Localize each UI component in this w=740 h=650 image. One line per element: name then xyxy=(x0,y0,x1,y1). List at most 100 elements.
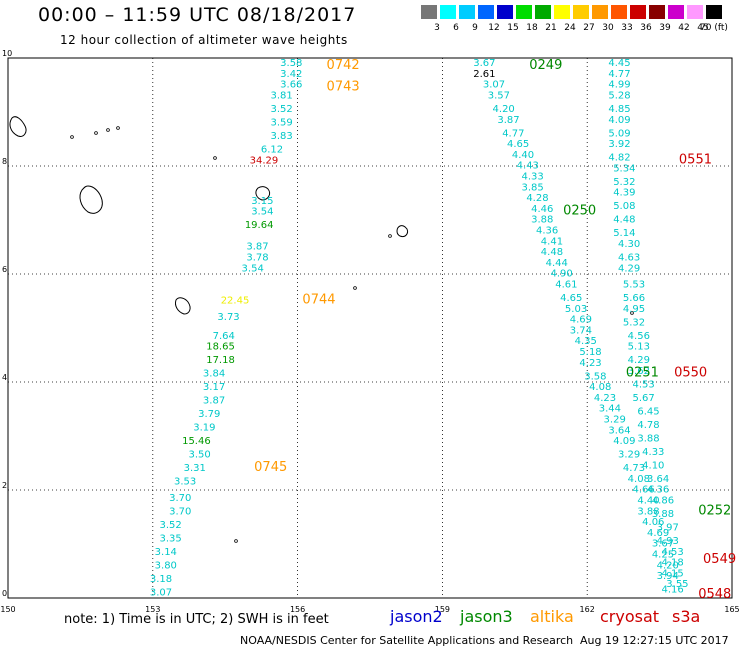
island-outline xyxy=(175,297,191,315)
colorbar-label: 9 xyxy=(472,23,478,33)
wave-height-value: 4.95 xyxy=(623,304,645,315)
wave-height-value: 34.29 xyxy=(250,155,279,166)
wave-height-value: 3.07 xyxy=(483,80,505,91)
wave-height-value: 5.32 xyxy=(623,317,645,328)
colorbar-label: 27 xyxy=(583,23,595,33)
colorbar-swatch xyxy=(516,5,532,19)
islet-dot xyxy=(388,234,392,238)
wave-height-value: 4.48 xyxy=(541,247,563,258)
colorbar-swatch xyxy=(668,5,684,19)
wave-height-value: 3.52 xyxy=(159,520,181,531)
wave-height-value: 3.88 xyxy=(652,509,674,520)
credit-text: NOAA/NESDIS Center for Satellite Applica… xyxy=(240,634,574,647)
wave-height-value: 18.65 xyxy=(206,342,235,353)
wave-height-value: 3.83 xyxy=(271,131,293,142)
wave-height-value: 3.87 xyxy=(497,115,519,126)
colorbar-label: 30 xyxy=(602,23,614,33)
wave-height-value: 3.50 xyxy=(188,450,210,461)
colorbar-swatch xyxy=(421,5,437,19)
wave-height-value: 4.35 xyxy=(575,336,597,347)
colorbar-swatch xyxy=(497,5,513,19)
wave-height-value: 4.69 xyxy=(647,528,669,539)
colorbar-label: 12 xyxy=(488,23,500,33)
wave-height-value: 4.77 xyxy=(608,69,630,80)
wave-height-value: 6.45 xyxy=(637,406,659,417)
island-outline xyxy=(9,116,27,137)
wave-height-value: 4.20 xyxy=(657,560,679,571)
pass-label: 0742 xyxy=(327,58,360,73)
islet-dot xyxy=(106,128,110,132)
wave-height-value: 4.09 xyxy=(613,436,635,447)
wave-height-value: 3.85 xyxy=(521,182,543,193)
colorbar-label: 45 xyxy=(697,23,709,33)
wave-height-value: 3.92 xyxy=(608,139,630,150)
colorbar-label: 18 xyxy=(526,23,538,33)
wave-height-value: 4.61 xyxy=(555,280,577,291)
wave-height-value: 5.14 xyxy=(613,228,635,239)
wave-height-value: 5.32 xyxy=(613,177,635,188)
wave-height-value: 3.80 xyxy=(155,560,177,571)
wave-height-value: 4.73 xyxy=(623,463,645,474)
wave-height-value: 5.13 xyxy=(628,342,650,353)
footer-note: note: 1) Time is in UTC; 2) SWH is in fe… xyxy=(64,612,329,627)
wave-height-value: 4.40 xyxy=(512,150,534,161)
colorbar-swatch xyxy=(440,5,456,19)
wave-height-value: 3.54 xyxy=(242,263,264,274)
pass-label: 0745 xyxy=(254,460,287,475)
wave-height-value: 4.28 xyxy=(526,193,548,204)
wave-height-value: 4.20 xyxy=(493,104,515,115)
pass-label: 0550 xyxy=(674,366,707,381)
wave-height-value: 4.40 xyxy=(637,496,659,507)
islet-dot xyxy=(353,286,357,290)
wave-height-value: 4.53 xyxy=(633,379,655,390)
colorbar-swatch xyxy=(573,5,589,19)
wave-height-value: 4.06 xyxy=(642,517,664,528)
islet-dot xyxy=(70,135,74,139)
wave-height-value: 3.79 xyxy=(198,409,220,420)
satellite-label-jason3: jason3 xyxy=(460,607,513,626)
wave-height-value: 4.44 xyxy=(546,258,568,269)
colorbar-label: 36 xyxy=(640,23,652,33)
wave-height-value: 4.85 xyxy=(608,104,630,115)
colorbar-label: 39 xyxy=(659,23,671,33)
colorbar-label: 6 xyxy=(453,23,459,33)
colorbar-label: 42 xyxy=(678,23,690,33)
map-subtitle: 12 hour collection of altimeter wave hei… xyxy=(60,33,348,47)
wave-height-value: 5.03 xyxy=(565,304,587,315)
wave-height-value: 4.33 xyxy=(642,447,664,458)
wave-height-value: 19.64 xyxy=(245,220,274,231)
wave-height-value: 5.66 xyxy=(623,293,645,304)
wave-height-value: 5.09 xyxy=(608,128,630,139)
wave-height-value: 3.53 xyxy=(174,477,196,488)
colorbar-swatch xyxy=(649,5,665,19)
wave-height-value: 3.64 xyxy=(647,474,669,485)
wave-height-value: 3.70 xyxy=(169,506,191,517)
x-tick-label: 162 xyxy=(580,605,595,614)
wave-height-value: 3.67 xyxy=(652,539,674,550)
wave-height-value: 5.18 xyxy=(579,347,601,358)
wave-height-value: 3.58 xyxy=(280,58,302,69)
wave-height-value: 4.18 xyxy=(661,558,683,569)
satellite-label-s3a: s3a xyxy=(672,607,701,626)
wave-height-value: 4.29 xyxy=(618,263,640,274)
pass-label: 0551 xyxy=(679,152,712,167)
wave-height-value: 5.08 xyxy=(613,201,635,212)
wave-height-value: 3.70 xyxy=(169,493,191,504)
pass-label: 0744 xyxy=(302,293,335,308)
colorbar-swatch xyxy=(687,5,703,19)
y-tick-label: 8 xyxy=(2,157,7,166)
wave-height-value: 3.84 xyxy=(203,369,225,380)
wave-height-value: 4.30 xyxy=(618,239,640,250)
colorbar-swatch xyxy=(706,5,722,19)
wave-height-value: 4.23 xyxy=(594,393,616,404)
wave-height-value: 4.69 xyxy=(570,315,592,326)
timestamp-text: Aug 19 12:27:15 UTC 2017 xyxy=(580,634,729,647)
wave-height-value: 4.39 xyxy=(613,188,635,199)
pass-label: 0548 xyxy=(698,587,731,602)
wave-height-value: 4.10 xyxy=(642,460,664,471)
wave-height-value: 4.77 xyxy=(502,128,524,139)
island-outline xyxy=(255,186,271,201)
wave-height-value: 4.43 xyxy=(517,161,539,172)
islet-dot xyxy=(213,156,217,160)
